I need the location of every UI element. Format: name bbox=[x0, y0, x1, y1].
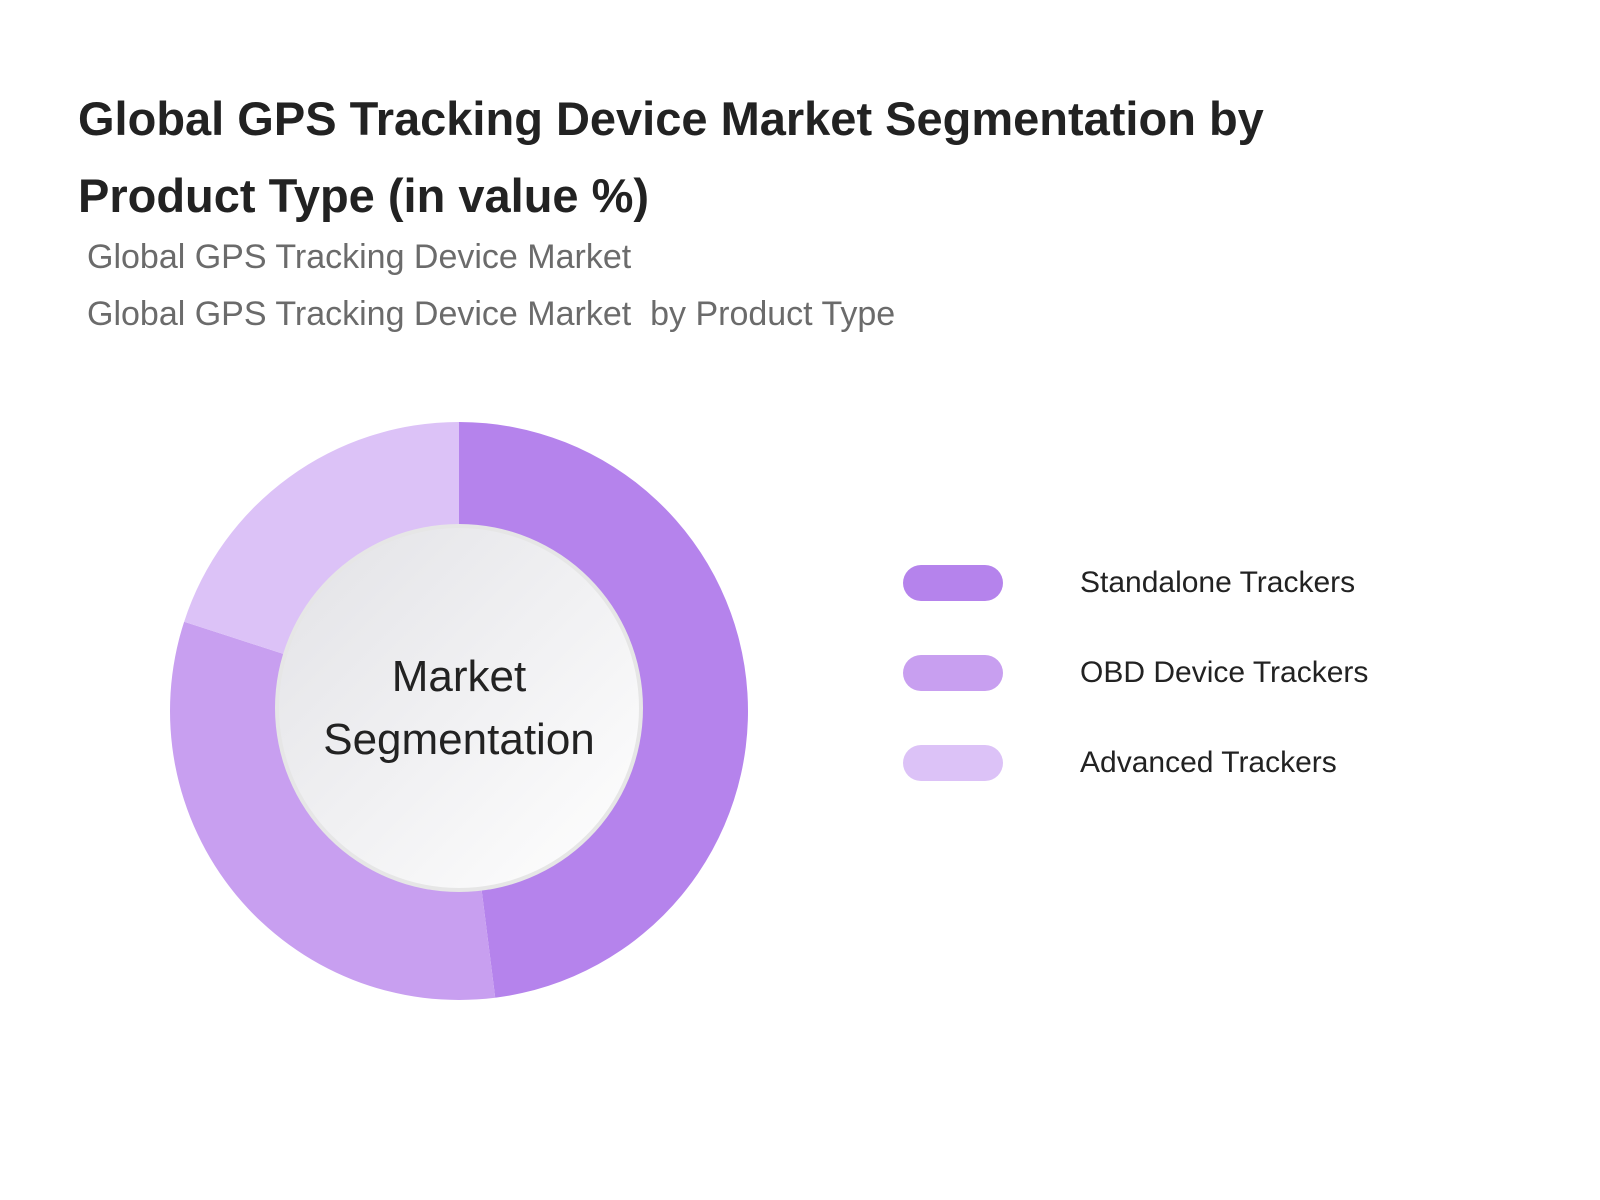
center-label: Market Segmentation bbox=[323, 652, 595, 764]
chart-subtitle-2: Global GPS Tracking Device Market by Pro… bbox=[87, 295, 896, 333]
legend-label: Advanced Trackers bbox=[1080, 746, 1337, 779]
legend-swatch bbox=[903, 745, 1003, 781]
chart-title: Global GPS Tracking Device Market Segmen… bbox=[78, 92, 1264, 222]
legend-label: OBD Device Trackers bbox=[1080, 656, 1369, 689]
legend-swatch bbox=[903, 565, 1003, 601]
legend-swatch bbox=[903, 655, 1003, 691]
chart-subtitle-1: Global GPS Tracking Device Market bbox=[87, 238, 632, 276]
donut-hole bbox=[279, 528, 639, 888]
slice-advanced-trackers bbox=[184, 422, 460, 665]
legend-label: Standalone Trackers bbox=[1080, 566, 1356, 599]
